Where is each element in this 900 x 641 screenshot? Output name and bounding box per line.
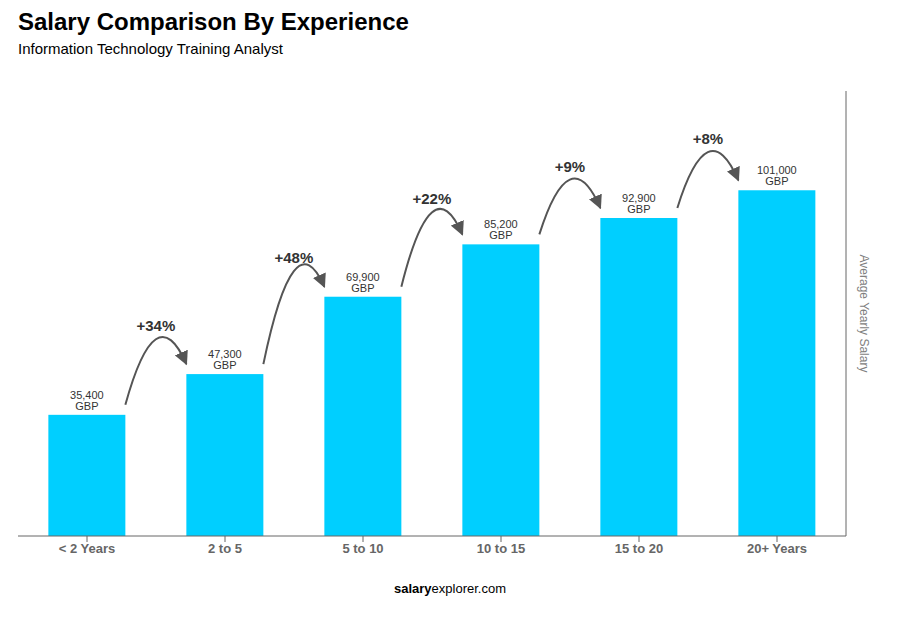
svg-text:85,200GBP: 85,200GBP: [484, 218, 518, 241]
svg-text:+48%: +48%: [274, 249, 313, 266]
svg-text:92,900GBP: 92,900GBP: [622, 192, 656, 215]
svg-text:20+ Years: 20+ Years: [747, 541, 807, 556]
svg-text:+22%: +22%: [412, 190, 451, 207]
svg-text:+34%: +34%: [136, 317, 175, 334]
svg-text:10 to 15: 10 to 15: [477, 541, 525, 556]
svg-text:101,000GBP: 101,000GBP: [757, 164, 797, 187]
svg-text:+9%: +9%: [555, 158, 585, 175]
svg-text:69,900GBP: 69,900GBP: [346, 271, 380, 294]
svg-text:2 to 5: 2 to 5: [208, 541, 242, 556]
svg-text:5 to 10: 5 to 10: [342, 541, 383, 556]
html-text:Information Technology Trainin: Information Technology Training Analyst: [18, 40, 283, 57]
svg-text:47,300GBP: 47,300GBP: [208, 348, 242, 371]
svg-text:+8%: +8%: [693, 130, 723, 147]
svg-text:Average Yearly Salary: Average Yearly Salary: [857, 255, 871, 373]
svg-text:< 2 Years: < 2 Years: [59, 541, 116, 556]
svg-text:15 to 20: 15 to 20: [615, 541, 663, 556]
html-text:Salary Comparison By Experienc: Salary Comparison By Experience: [18, 8, 409, 35]
html-text:salary explorer.com: salary explorer.com: [394, 581, 506, 596]
svg-text:35,400GBP: 35,400GBP: [70, 389, 104, 412]
